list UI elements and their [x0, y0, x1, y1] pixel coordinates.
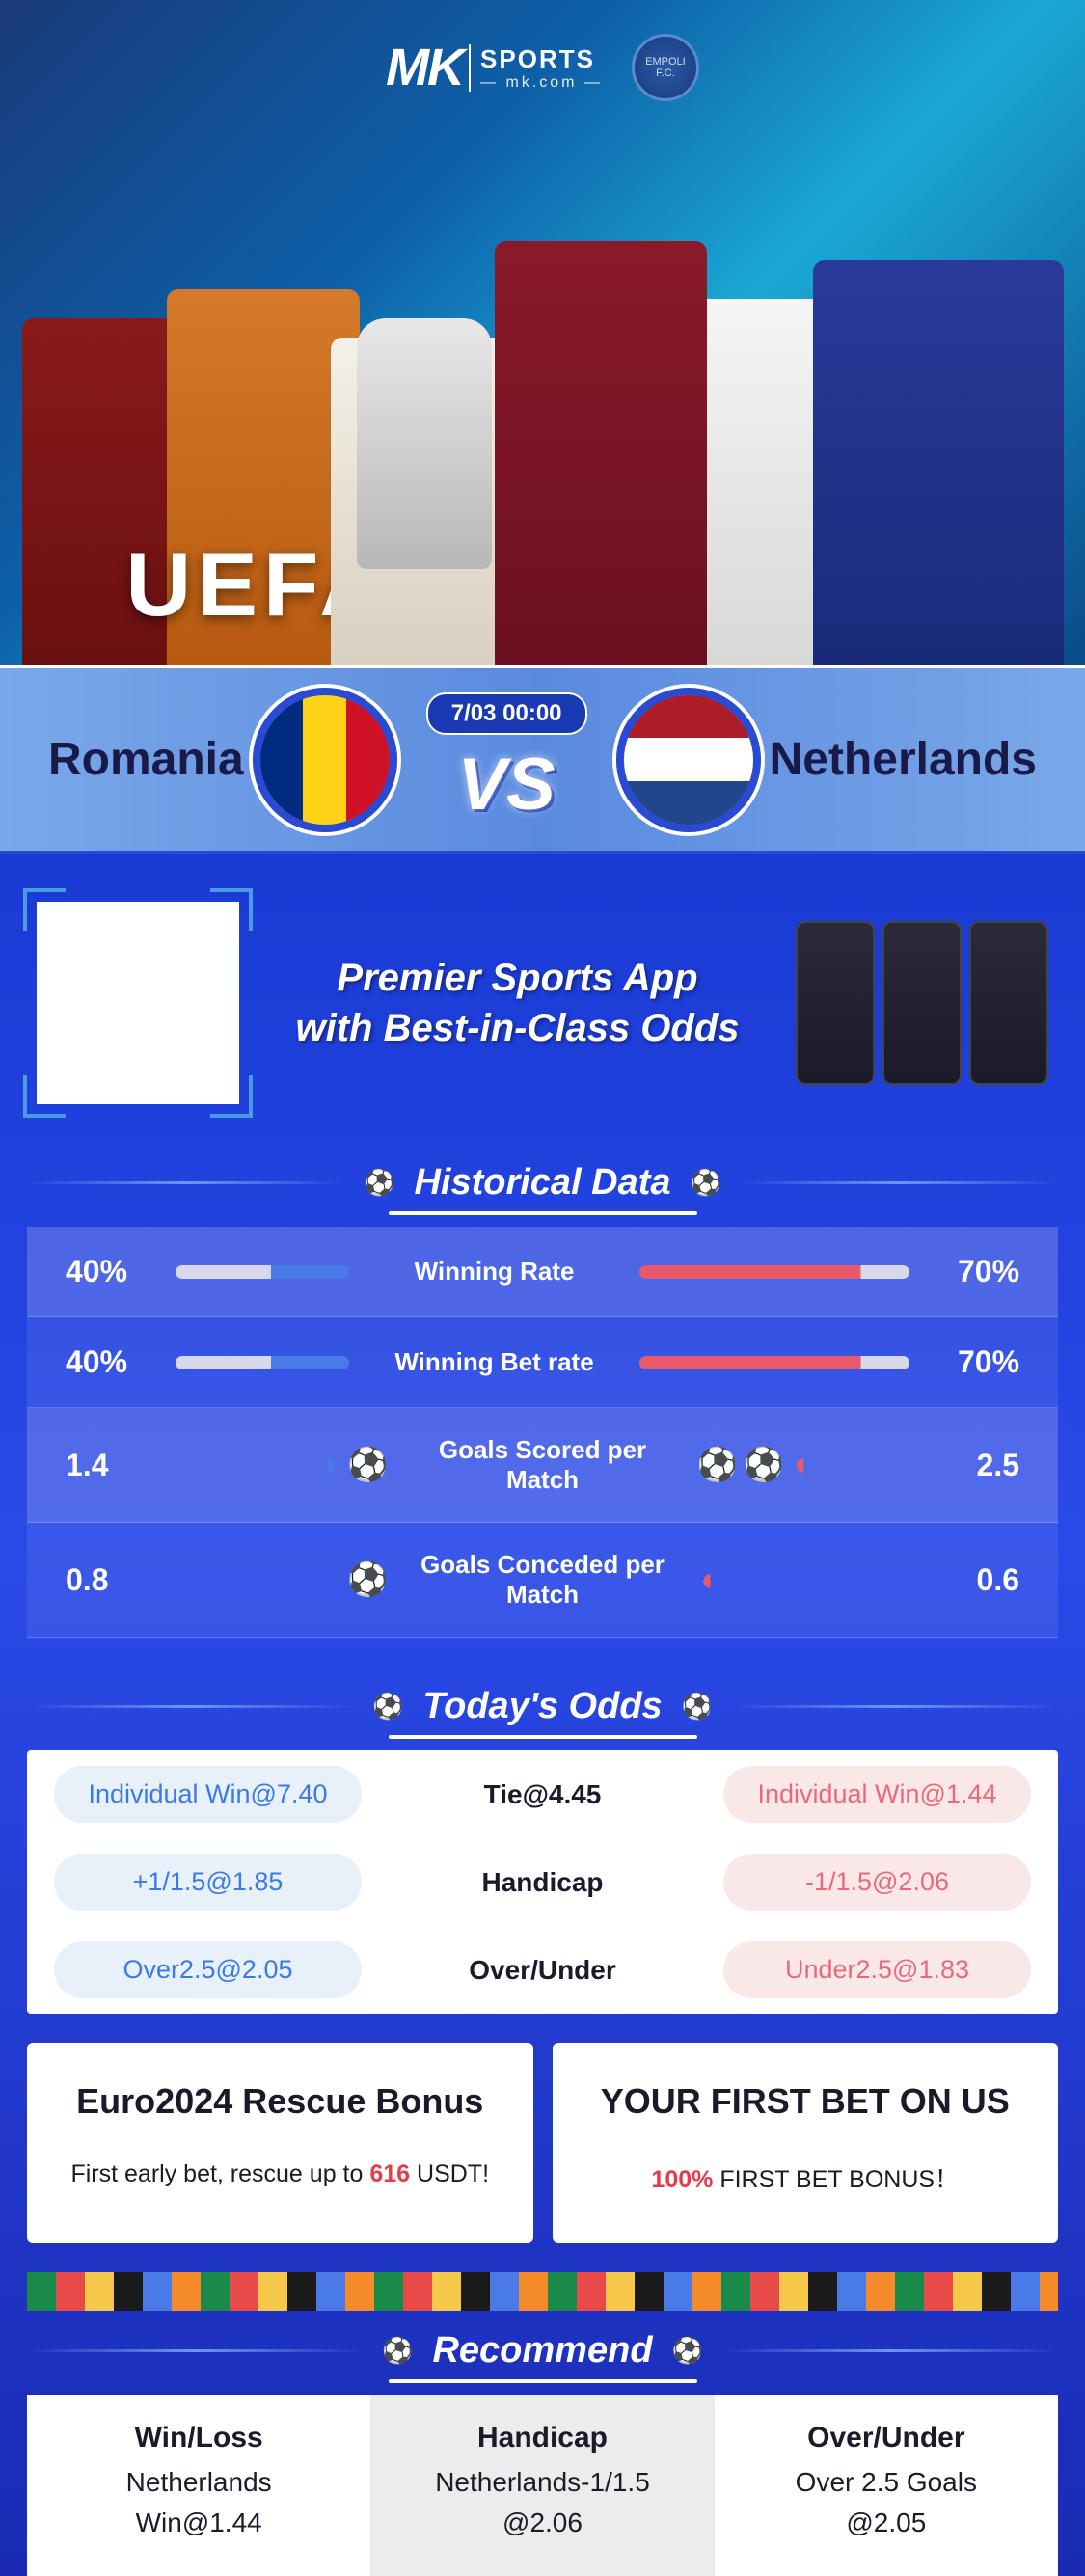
hist-right-bar — [639, 1265, 909, 1279]
recommend-odds: @2.05 — [734, 2503, 1039, 2543]
bonus-title: YOUR FIRST BET ON US — [582, 2081, 1030, 2122]
app-screenshots — [796, 921, 1048, 1085]
hist-label: Winning Bet rate — [368, 1347, 621, 1377]
first-bet-bonus-card[interactable]: YOUR FIRST BET ON US 100% FIRST BET BONU… — [553, 2043, 1059, 2243]
hist-right-balls: ⚽⚽◖ — [678, 1446, 924, 1484]
recommend-col[interactable]: Win/Loss Netherlands Win@1.44 — [27, 2395, 370, 2576]
qr-code-placeholder[interactable] — [37, 902, 239, 1104]
soccer-ball-icon: ⚽ — [372, 1692, 403, 1722]
hist-label: Goals Scored per Match — [408, 1435, 678, 1495]
match-center: 7/03 00:00 VS — [253, 688, 761, 832]
hist-label: Goals Conceded per Match — [408, 1550, 678, 1610]
recommend-heading: Win/Loss — [46, 2422, 351, 2454]
soccer-ball-icon: ⚽ — [364, 1168, 394, 1198]
bonus-title: Euro2024 Rescue Bonus — [56, 2081, 504, 2122]
odds-center-label: Handicap — [389, 1867, 696, 1898]
phone-mockup-icon — [969, 921, 1048, 1085]
match-bar: Romania 7/03 00:00 VS Netherlands — [0, 665, 1085, 854]
odds-center-label: Over/Under — [389, 1955, 696, 1986]
odds-row: Over2.5@2.05 Over/Under Under2.5@1.83 — [27, 1926, 1058, 2014]
hist-right-value: 70% — [929, 1254, 1019, 1289]
recommend-value: Netherlands — [46, 2462, 351, 2503]
trophy-icon — [357, 318, 492, 569]
odds-left-pill[interactable]: Individual Win@7.40 — [54, 1766, 362, 1823]
recommend-odds: Win@1.44 — [46, 2503, 351, 2543]
recommend-table: Win/Loss Netherlands Win@1.44 Handicap N… — [27, 2395, 1058, 2576]
recommend-col[interactable]: Over/Under Over 2.5 Goals @2.05 — [715, 2395, 1058, 2576]
historical-data-table: 40% Winning Rate 70% 40% Winning Bet rat… — [27, 1227, 1058, 1638]
flag-romania-icon — [253, 688, 397, 832]
recommend-value: Netherlands-1/1.5 — [390, 2462, 694, 2503]
hist-right-value: 0.6 — [923, 1562, 1019, 1598]
hist-row: 40% Winning Rate 70% — [27, 1227, 1058, 1317]
hist-left-balls: ◗⚽ — [162, 1446, 408, 1484]
soccer-ball-icon: ⚽ — [691, 1168, 721, 1198]
hist-right-value: 2.5 — [923, 1448, 1019, 1483]
flag-netherlands-icon — [616, 688, 761, 832]
bonus-subtitle: 100% FIRST BET BONUS！ — [582, 2160, 1030, 2195]
recommend-value: Over 2.5 Goals — [734, 2462, 1039, 2503]
bonus-cards-row: Euro2024 Rescue Bonus First early bet, r… — [27, 2043, 1058, 2243]
hist-left-value: 40% — [66, 1254, 156, 1289]
app-promo-row: Premier Sports App with Best-in-Class Od… — [27, 882, 1058, 1143]
team-b-name: Netherlands — [770, 733, 1037, 786]
odds-table: Individual Win@7.40 Tie@4.45 Individual … — [27, 1750, 1058, 2014]
team-a-name: Romania — [48, 733, 244, 786]
phone-mockup-icon — [796, 921, 875, 1085]
hist-row: 40% Winning Bet rate 70% — [27, 1317, 1058, 1408]
phone-mockup-icon — [882, 921, 962, 1085]
content-area: Premier Sports App with Best-in-Class Od… — [0, 854, 1085, 2576]
rainbow-divider — [27, 2272, 1058, 2311]
brand-logo-row: MK SPORTS — mk.com — EMPOLI F.C. — [386, 34, 699, 101]
hist-left-value: 40% — [66, 1344, 156, 1380]
hist-right-bar — [639, 1356, 909, 1369]
recommend-heading: Handicap — [390, 2422, 694, 2454]
recommend-odds: @2.06 — [390, 2503, 694, 2543]
soccer-ball-icon: ⚽ — [682, 1692, 713, 1722]
club-badge-icon: EMPOLI F.C. — [632, 34, 699, 101]
hist-left-balls: ⚽ — [162, 1560, 408, 1599]
odds-right-pill[interactable]: -1/1.5@2.06 — [723, 1854, 1031, 1911]
vs-label: VS — [457, 743, 555, 827]
odds-center-label: Tie@4.45 — [389, 1779, 696, 1810]
recommend-heading: Over/Under — [734, 2422, 1039, 2454]
odds-row: +1/1.5@1.85 Handicap -1/1.5@2.06 — [27, 1838, 1058, 1926]
hist-right-value: 70% — [929, 1344, 1019, 1380]
hist-left-bar — [176, 1356, 349, 1369]
brand-mk: MK — [386, 38, 463, 97]
match-datetime: 7/03 00:00 — [426, 692, 587, 735]
hist-left-bar — [176, 1265, 349, 1279]
historical-data-header: ⚽ Historical Data ⚽ — [27, 1143, 1058, 1211]
recommend-header: ⚽ Recommend ⚽ — [27, 2311, 1058, 2379]
brand-sports: SPORTS — [480, 44, 603, 74]
soccer-ball-icon: ⚽ — [382, 2336, 413, 2366]
todays-odds-section: ⚽ Today's Odds ⚽ Individual Win@7.40 Tie… — [27, 1667, 1058, 2014]
odds-left-pill[interactable]: +1/1.5@1.85 — [54, 1854, 362, 1911]
hist-label: Winning Rate — [368, 1257, 621, 1287]
hist-right-balls: ◖ — [678, 1561, 924, 1599]
hist-left-value: 0.8 — [66, 1562, 162, 1598]
odds-right-pill[interactable]: Individual Win@1.44 — [723, 1766, 1031, 1823]
odds-row: Individual Win@7.40 Tie@4.45 Individual … — [27, 1750, 1058, 1838]
odds-left-pill[interactable]: Over2.5@2.05 — [54, 1941, 362, 1998]
odds-right-pill[interactable]: Under2.5@1.83 — [723, 1941, 1031, 1998]
hist-row: 1.4 ◗⚽ Goals Scored per Match ⚽⚽◖ 2.5 — [27, 1408, 1058, 1523]
brand-domain: — mk.com — — [480, 74, 603, 92]
recommend-section: ⚽ Recommend ⚽ Win/Loss Netherlands Win@1… — [27, 2311, 1058, 2576]
rescue-bonus-card[interactable]: Euro2024 Rescue Bonus First early bet, r… — [27, 2043, 533, 2243]
todays-odds-header: ⚽ Today's Odds ⚽ — [27, 1667, 1058, 1735]
hist-row: 0.8 ⚽ Goals Conceded per Match ◖ 0.6 — [27, 1523, 1058, 1638]
bonus-subtitle: First early bet, rescue up to 616 USDT! — [56, 2160, 504, 2188]
hist-left-value: 1.4 — [66, 1448, 162, 1483]
hero-banner: MK SPORTS — mk.com — EMPOLI F.C. UEFA EU… — [0, 0, 1085, 665]
soccer-ball-icon: ⚽ — [672, 2336, 703, 2366]
promo-text: Premier Sports App with Best-in-Class Od… — [278, 953, 757, 1053]
recommend-col[interactable]: Handicap Netherlands-1/1.5 @2.06 — [370, 2395, 714, 2576]
mk-sports-logo: MK SPORTS — mk.com — — [386, 38, 603, 97]
